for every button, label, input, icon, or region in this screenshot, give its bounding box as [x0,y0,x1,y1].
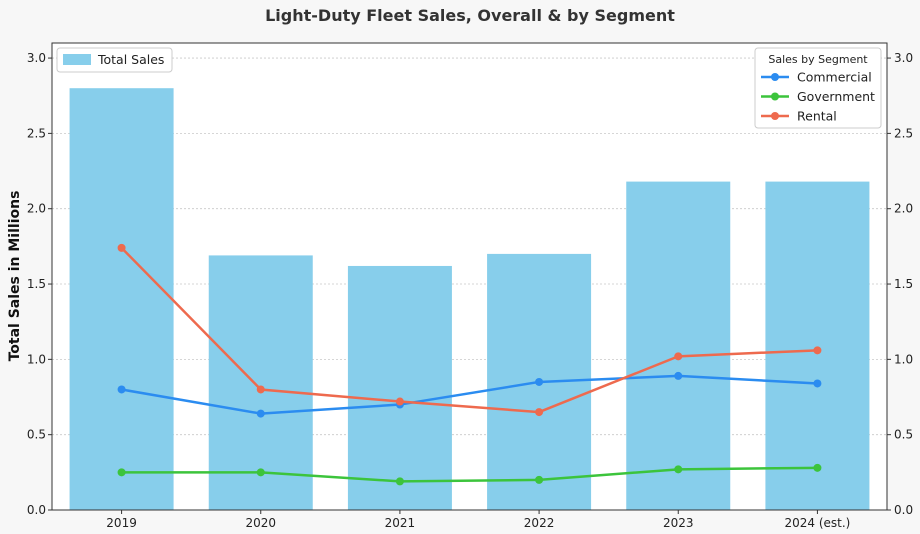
bar-legend-label: Total Sales [97,52,164,67]
point-rental [535,408,544,417]
segment-legend: Sales by Segment Commercial Government Ren… [754,47,882,129]
plot-frame [51,42,888,511]
series-lines [117,243,822,486]
chart-title: Light-Duty Fleet Sales, Overall & by Seg… [265,6,675,25]
series-line-government [121,466,818,483]
point-commercial [117,385,126,394]
point-rental [674,352,683,361]
y-tick-label-right: 1.0 [894,352,913,366]
y-tick-label-right: 0.0 [894,503,913,517]
plot-area [52,43,887,510]
point-government [117,468,126,477]
y-tick-label-left: 0.0 [27,503,46,517]
legend-marker-rental [771,112,779,120]
y-tick-label-right: 1.5 [894,277,913,291]
y-tick-label-left: 2.0 [27,202,46,216]
point-commercial [535,377,544,386]
bar-legend-swatch [63,54,91,65]
y-tick-label-left: 1.0 [27,352,46,366]
x-tick-label: 2021 [385,516,416,530]
y-axis-label: Total Sales in Millions [7,191,23,362]
legend-label-government: Government [797,89,875,104]
point-commercial [674,371,683,380]
series-line-commercial [121,374,818,415]
y-tick-label-left: 0.5 [27,428,46,442]
y-tick-label-right: 2.0 [894,202,913,216]
y-tick-label-right: 0.5 [894,428,913,442]
point-rental [395,397,404,406]
x-tick-label: 2023 [663,516,694,530]
point-commercial [256,409,265,418]
y-tick-label-left: 2.5 [27,126,46,140]
bar-total-sales [69,88,174,511]
segment-legend-title: Sales by Segment [768,53,868,66]
bar-total-sales [208,255,313,510]
y-axis-right: 0.0 0.5 1.0 1.5 2.0 2.5 3.0 [887,51,913,517]
bar-legend: Total Sales [56,47,173,73]
legend-marker-commercial [771,73,779,81]
point-rental [813,346,822,355]
gridlines [52,57,887,436]
series-line-rental [120,247,818,414]
point-commercial [813,379,822,388]
point-government [535,475,544,484]
x-tick-label: 2020 [245,516,276,530]
y-tick-label-right: 2.5 [894,126,913,140]
legend-marker-government [771,92,779,101]
point-government [674,465,683,474]
y-axis-left: 0.0 0.5 1.0 1.5 2.0 2.5 3.0 [27,51,52,517]
legend-label-rental: Rental [797,109,837,124]
y-tick-label-left: 1.5 [27,277,46,291]
point-government [813,463,822,472]
y-tick-label-right: 3.0 [894,51,913,65]
segment-legend-box [754,47,882,129]
bar-total-sales [347,265,452,510]
bar-total-sales [765,181,870,510]
point-rental [117,243,126,252]
bars [69,88,870,511]
bar-total-sales [626,181,731,510]
x-tick-label: 2024 (est.) [784,516,850,530]
point-government [395,477,404,486]
x-tick-label: 2019 [106,516,137,530]
point-government [256,468,265,477]
x-tick-label: 2022 [524,516,555,530]
legend-label-commercial: Commercial [797,70,872,85]
point-rental [256,385,265,394]
y-tick-label-left: 3.0 [27,51,46,65]
x-axis: 2019 2020 2021 2022 2023 2024 (est.) [106,510,850,530]
